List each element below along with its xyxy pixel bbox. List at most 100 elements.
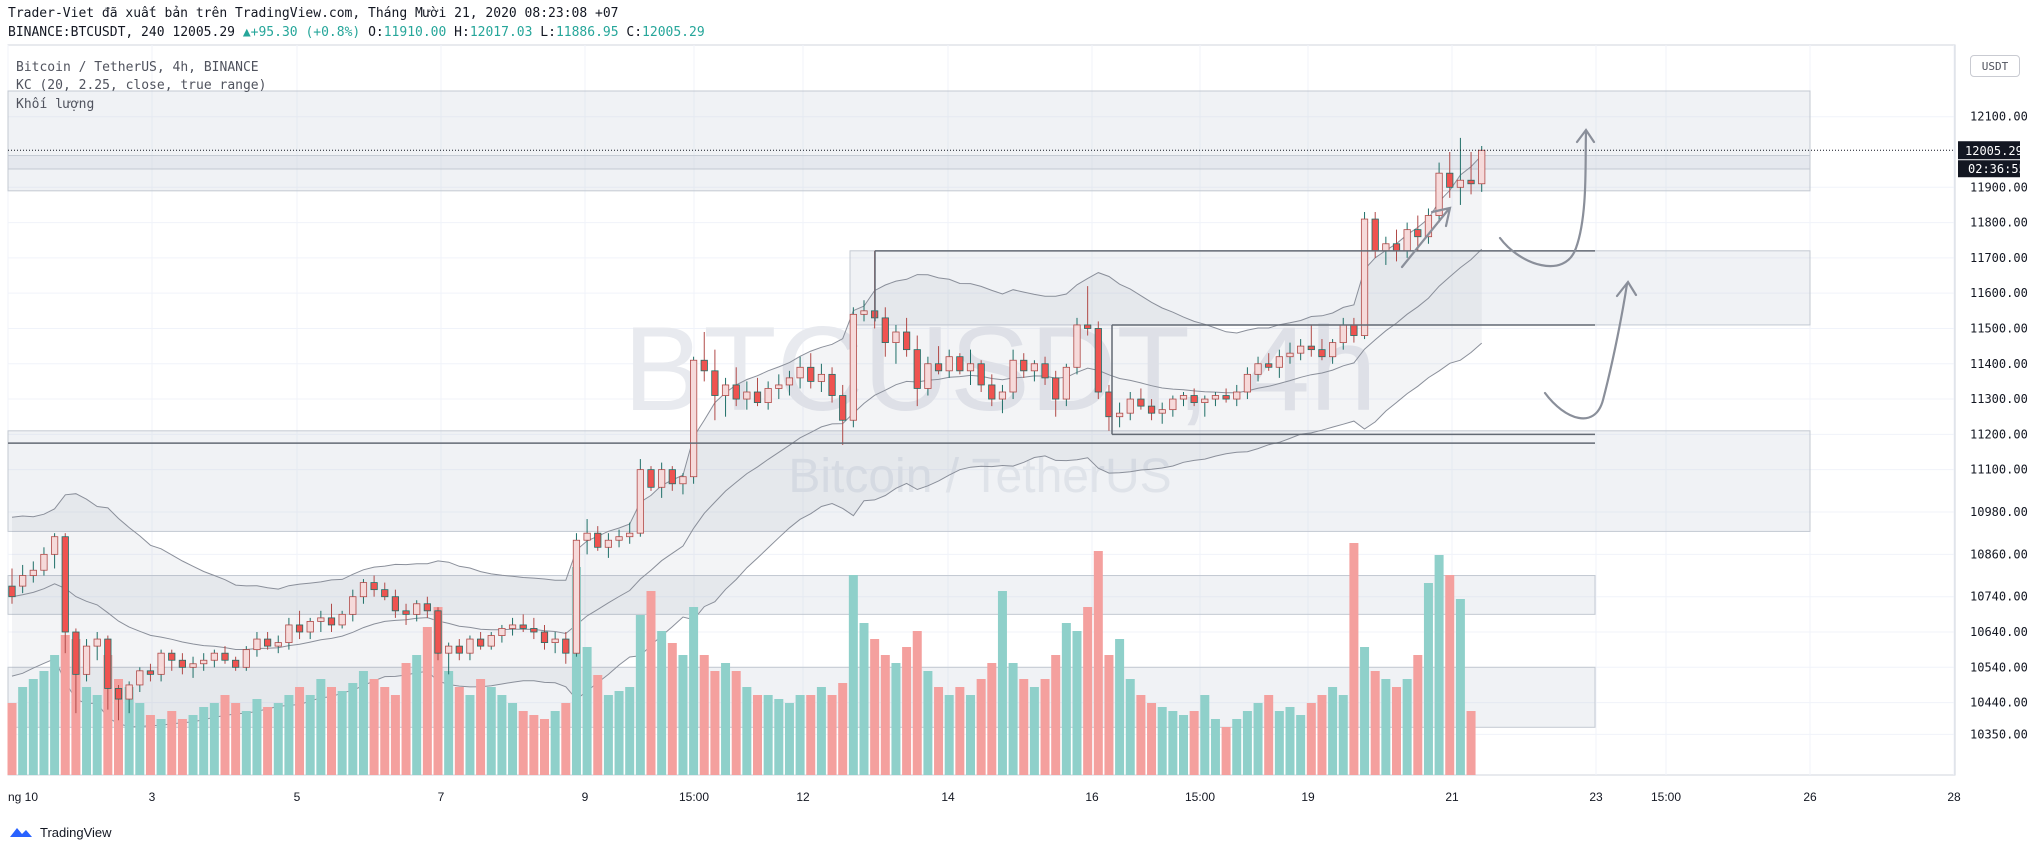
volume-bar — [284, 695, 294, 775]
time-axis[interactable]: ng 10 3 5 7 9 15:00 12 14 16 15:00 19 21 23 15:00 26 28 — [8, 790, 1961, 804]
volume-bar — [124, 687, 134, 775]
time-tick-label: 9 — [582, 790, 589, 804]
candle-body — [317, 617, 325, 622]
volume-bar — [774, 699, 784, 775]
candle-body — [1318, 349, 1326, 358]
volume-bar — [241, 711, 251, 775]
volume-bar — [401, 663, 411, 775]
volume-bar — [156, 719, 166, 775]
volume-bar — [742, 687, 752, 775]
volume-bar — [667, 643, 677, 775]
candle-body — [1158, 409, 1166, 414]
candle-body — [445, 645, 453, 654]
volume-bar — [1104, 655, 1114, 775]
volume-bar — [997, 591, 1007, 775]
volume-bar — [167, 711, 177, 775]
candle-body — [1339, 324, 1347, 343]
candle-body — [338, 613, 346, 626]
volume-bar — [316, 679, 326, 775]
volume-bar — [1242, 711, 1252, 775]
candle-body — [572, 539, 581, 654]
candle-body — [381, 589, 389, 598]
volume-bar — [827, 695, 837, 775]
candle-body — [1243, 373, 1251, 393]
volume-bar — [295, 687, 305, 775]
volume-bar — [753, 695, 762, 775]
volume-bar — [1136, 695, 1146, 775]
candle-body — [1147, 405, 1156, 414]
volume-bar — [231, 703, 241, 775]
volume-bar — [7, 703, 17, 775]
candle-body — [1052, 377, 1060, 400]
volume-bar — [571, 567, 581, 775]
volume-bar — [1072, 631, 1082, 775]
volume-bar — [60, 635, 70, 775]
candles — [8, 137, 1486, 721]
price-tick-label: 11400.00 — [1970, 357, 2028, 371]
candle-body — [232, 659, 240, 668]
time-tick-label: 16 — [1085, 790, 1099, 804]
volume-bar — [1040, 679, 1050, 775]
volume-bar — [816, 687, 826, 775]
candle-body — [413, 603, 421, 615]
candle-body — [1201, 398, 1209, 403]
volume-bar — [1061, 623, 1071, 775]
volume-bar — [1115, 639, 1125, 775]
time-tick-label: 3 — [149, 790, 156, 804]
volume-bar — [710, 671, 720, 775]
candle-body — [1105, 391, 1113, 418]
volume-bar — [412, 655, 422, 775]
candle-body — [498, 628, 506, 636]
price-zone — [849, 250, 1811, 326]
volume-bar — [923, 671, 933, 775]
high-label: H: — [454, 25, 470, 40]
candle-body — [966, 363, 975, 372]
volume-bar — [1285, 707, 1295, 775]
high-value: 12017.03 — [469, 25, 533, 40]
time-tick-label: 15:00 — [679, 790, 709, 804]
candle-body — [487, 635, 495, 647]
volume-bar — [220, 695, 230, 775]
candle-body — [551, 638, 559, 643]
candle-body — [1211, 395, 1220, 400]
volume-bar — [582, 647, 592, 775]
volume-bar — [678, 655, 688, 775]
candle-body — [1435, 172, 1443, 216]
candle-body — [221, 652, 229, 661]
volume-bar — [689, 607, 699, 775]
volume-bar — [1264, 695, 1274, 775]
close-value: 12005.29 — [642, 25, 705, 40]
time-tick-label: 15:00 — [1651, 790, 1681, 804]
time-tick-label: ng 10 — [8, 790, 38, 804]
candle-body — [263, 638, 272, 647]
price-tick-label: 11700.00 — [1970, 251, 2028, 265]
price-axis[interactable]: 12100.00 11900.00 11800.00 11700.00 11600.00… — [1954, 45, 2028, 775]
volume-bar — [1349, 543, 1359, 775]
volume-bar — [731, 671, 741, 775]
volume-bar — [1274, 711, 1284, 775]
volume-bar — [955, 687, 965, 775]
candle-body — [1382, 243, 1390, 252]
candle-body — [583, 532, 591, 541]
volume-bar — [1413, 655, 1423, 775]
candle-body — [732, 384, 740, 400]
currency-unit-button[interactable]: USDT — [1970, 55, 2020, 77]
volume-bar — [305, 695, 315, 775]
volume-bar — [433, 607, 443, 775]
candle-body — [860, 310, 868, 315]
volume-bar — [28, 679, 38, 775]
time-tick-label: 23 — [1589, 790, 1603, 804]
candle-body — [934, 363, 943, 372]
candle-body — [104, 638, 112, 689]
candle-body — [8, 585, 16, 598]
candle-body — [1190, 395, 1198, 403]
volume-bar — [199, 707, 209, 775]
time-tick-label: 12 — [796, 790, 810, 804]
volume-bar — [273, 703, 283, 775]
volume-bar — [327, 687, 336, 775]
change-value: +95.30 (+0.8%) — [250, 25, 361, 40]
volume-bar — [177, 719, 187, 775]
volume-bar — [82, 687, 92, 775]
volume-bar — [1338, 695, 1348, 775]
